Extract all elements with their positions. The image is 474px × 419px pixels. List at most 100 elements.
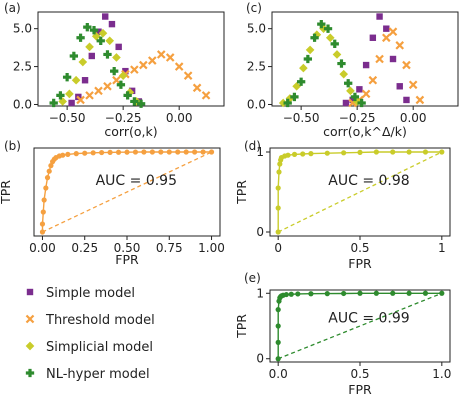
panel-label: (c) (246, 1, 262, 15)
roc-point (124, 149, 130, 155)
point-threshold (402, 60, 411, 70)
roc-point (285, 152, 291, 158)
roc-point (82, 150, 88, 156)
roc-point (107, 149, 113, 155)
point-threshold (174, 62, 184, 71)
point-nlhyper (49, 98, 58, 108)
x-tick-label: 0.00 (400, 111, 427, 125)
roc-point (208, 149, 215, 155)
x-axis-label: FPR (115, 252, 139, 267)
point-nlhyper (357, 98, 366, 108)
roc-point (276, 169, 282, 175)
point-simple (349, 96, 356, 104)
point-nlhyper (303, 54, 313, 64)
point-threshold (139, 60, 148, 70)
point-nlhyper (344, 79, 353, 88)
axes-frame (271, 11, 459, 107)
x-axis-label: FPR (348, 256, 372, 271)
y-tick-label: 0.0 (13, 97, 32, 111)
point-simple (403, 96, 410, 104)
roc-point (48, 163, 54, 169)
point-threshold (192, 83, 202, 93)
legend-marker-threshold (25, 314, 35, 324)
roc-point (90, 150, 96, 156)
point-nlhyper (337, 59, 346, 68)
auc-label: AUC = 0.95 (96, 173, 177, 189)
x-tick-label: 1 (438, 241, 446, 255)
point-threshold (375, 54, 384, 64)
legend-label: Simple model (46, 286, 135, 301)
roc-point (373, 149, 379, 155)
legend-label: Simplicial model (46, 340, 153, 355)
legend-item-simplicial: Simplicial model (25, 340, 153, 355)
point-nlhyper (69, 51, 79, 61)
roc-point (357, 290, 363, 296)
roc-point (39, 229, 46, 235)
x-tick-label: 0.0 (269, 367, 288, 381)
point-simple (95, 28, 102, 35)
roc-point (141, 149, 147, 155)
chance-line (277, 151, 443, 233)
x-tick-label: 1.00 (198, 241, 225, 255)
point-nlhyper (56, 91, 65, 100)
roc-point (40, 209, 46, 215)
y-tick-label: 1 (256, 286, 264, 300)
point-nlhyper (136, 99, 146, 108)
point-threshold (381, 33, 391, 43)
point-simplicial (278, 98, 288, 108)
roc-point (99, 149, 105, 156)
roc-point (158, 149, 164, 155)
x-tick-label: −0.25 (339, 111, 376, 125)
roc-point (39, 221, 46, 227)
point-threshold (165, 53, 175, 62)
roc-point (300, 151, 306, 157)
point-nlhyper (76, 33, 85, 42)
point-nlhyper (110, 66, 119, 76)
point-threshold (368, 75, 378, 85)
roc-point (341, 150, 347, 156)
roc-point (149, 149, 155, 155)
roc-point (41, 197, 47, 203)
roc-point (422, 149, 429, 155)
roc-point (324, 150, 330, 156)
point-simplicial (58, 97, 67, 106)
point-simple (115, 43, 122, 51)
panel-label: (d) (244, 139, 261, 153)
roc-point (291, 151, 298, 157)
roc-point (295, 291, 301, 297)
y-tick-label: 5.0 (247, 22, 266, 36)
roc-point (406, 290, 412, 296)
panel-a: −0.50 −0.25 0.00 0.0 2.5 5.0 corr(o,k) (a) (4, 1, 225, 139)
roc-point (183, 149, 189, 155)
point-nlhyper (62, 73, 72, 82)
roc-point (275, 356, 281, 362)
point-simple (88, 52, 95, 60)
y-axis-label: TPR (0, 180, 13, 205)
point-simplicial (78, 57, 88, 67)
point-nlhyper (83, 23, 92, 32)
x-axis-label: corr(o,k) (104, 124, 157, 139)
point-simple (362, 61, 370, 69)
y-tick-label: 5.0 (13, 22, 32, 36)
point-threshold (183, 71, 193, 80)
roc-point (277, 161, 283, 167)
legend-label: NL-hyper model (46, 367, 150, 382)
point-simple (383, 25, 390, 32)
roc-point (324, 291, 330, 297)
y-tick-label: 0 (256, 352, 264, 366)
roc-point (60, 152, 66, 158)
panel-label: (a) (4, 1, 21, 15)
point-threshold (201, 91, 211, 100)
x-tick-label: 0.00 (29, 241, 56, 255)
panel-d: 0 0.5 1 0 1 FPR TPR (d) AUC = 0.98 (234, 139, 451, 271)
roc-point (166, 149, 172, 155)
legend-item-nlhyper: NL-hyper model (25, 367, 150, 382)
chance-line (42, 151, 212, 233)
x-tick-label: 0.00 (166, 111, 193, 125)
roc-point (175, 149, 181, 155)
point-threshold (112, 75, 121, 85)
x-tick-label: −0.25 (105, 111, 142, 125)
point-threshold (361, 89, 371, 99)
point-simple (102, 13, 109, 20)
